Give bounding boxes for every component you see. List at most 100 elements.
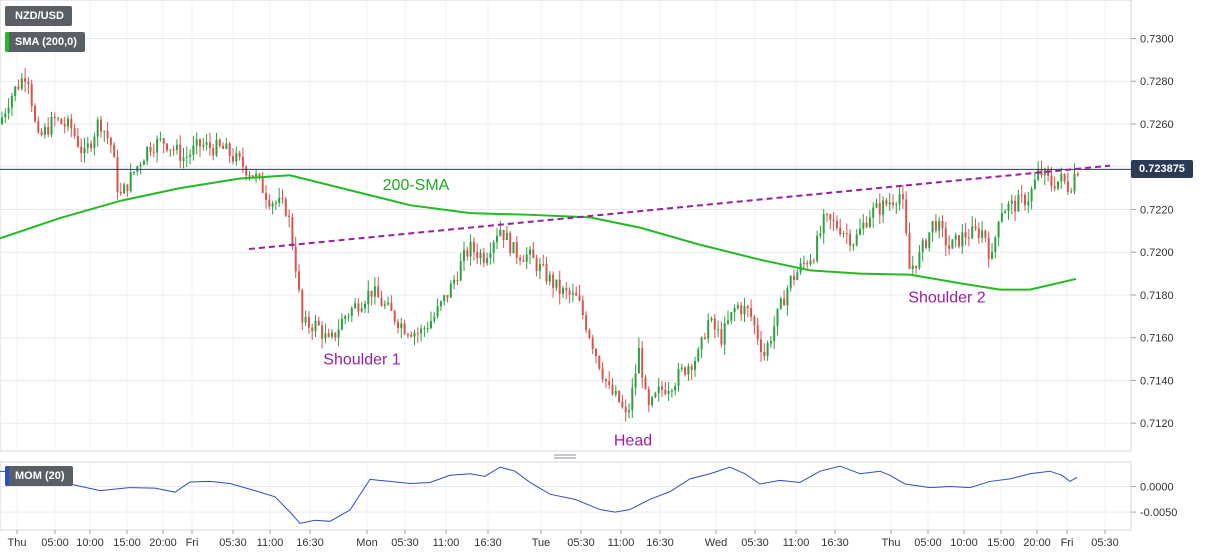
candle-body [921, 240, 924, 252]
price-panel [0, 0, 1132, 452]
candle-body [172, 149, 175, 151]
candle-body [535, 258, 538, 272]
candle-body [34, 106, 36, 122]
x-tick-label: Thu [8, 537, 27, 549]
candle-body [750, 308, 753, 317]
candle-body [261, 176, 264, 194]
x-tick-label: 20:00 [149, 537, 177, 549]
candle-body [694, 361, 696, 370]
candle-body [515, 242, 518, 258]
candle-body [463, 250, 465, 262]
mom-label: MOM (20) [15, 470, 65, 482]
candle-body [842, 233, 845, 235]
candle-body [251, 175, 254, 177]
price-tick-label: 0.7300 [1140, 33, 1174, 45]
candle-body [67, 118, 69, 127]
mom-badge[interactable]: MOM (20) [5, 466, 73, 486]
candle-body [548, 274, 551, 282]
candle-body [588, 330, 591, 338]
x-tick-label: 16:30 [646, 537, 674, 549]
grid-layer [0, 0, 1131, 530]
candle-body [845, 233, 848, 235]
candle-body [195, 139, 198, 146]
candle-body [571, 292, 574, 295]
candle-body [321, 325, 324, 339]
candle-body [370, 290, 373, 297]
candle-body [416, 332, 419, 334]
candle-body [997, 221, 1000, 238]
candle-body [449, 283, 452, 298]
candle-body [657, 386, 660, 394]
candle-body [928, 232, 931, 248]
candle-body [410, 334, 413, 337]
candle-body [93, 136, 96, 148]
candle-body [24, 78, 27, 82]
candle-body [103, 131, 106, 133]
candle-body [1000, 213, 1003, 222]
candle-body [532, 249, 535, 259]
sma-badge[interactable]: SMA (200,0) [5, 32, 85, 52]
candle-body [611, 384, 614, 395]
candle-body [796, 272, 799, 280]
candle-body [4, 113, 7, 118]
candle-body [420, 328, 423, 334]
candle-body [934, 221, 937, 231]
candle-body [677, 368, 680, 387]
candle-body [476, 251, 479, 259]
candle-body [621, 401, 624, 407]
candle-body [294, 246, 297, 272]
candle-body [344, 316, 347, 320]
price-tick-label: 0.7260 [1140, 119, 1174, 131]
candle-body [987, 237, 990, 259]
candle-body [971, 226, 974, 239]
candle-body [885, 200, 888, 205]
mom-swatch [5, 466, 9, 486]
candle-body [119, 191, 122, 194]
candle-body [859, 228, 861, 235]
candle-body [674, 386, 677, 391]
candle-body [915, 265, 918, 269]
candle-body [255, 173, 258, 177]
candle-body [340, 319, 343, 330]
candle-body [1057, 181, 1059, 189]
candle-body [591, 337, 594, 350]
head-annotation: Head [614, 433, 652, 450]
symbol-badge[interactable]: NZD/USD [5, 6, 72, 26]
candle-body [756, 325, 759, 340]
candle-body [512, 242, 515, 254]
candle-body [14, 86, 17, 96]
candle-body [849, 233, 852, 246]
candle-body [90, 143, 93, 148]
current-price-tag: 0.723875 [1131, 160, 1193, 178]
candle-body [710, 318, 713, 321]
candle-body [664, 389, 667, 394]
x-tick-label: Wed [705, 537, 727, 549]
neckline-trendline [248, 164, 1111, 251]
candle-body [199, 139, 201, 147]
candle-body [129, 172, 132, 192]
candle-body [961, 232, 964, 247]
candle-body [489, 253, 492, 259]
candle-body [271, 203, 274, 207]
candle-body [717, 329, 720, 331]
candle-body [439, 301, 442, 307]
candle-body [581, 300, 584, 316]
panel-resize-handle[interactable] [554, 454, 576, 459]
candle-body [53, 116, 56, 119]
candle-body [189, 154, 192, 157]
candle-body [855, 234, 858, 245]
candle-body [159, 138, 162, 140]
candle-body [829, 214, 832, 220]
candle-body [397, 321, 399, 329]
candle-body [552, 274, 555, 288]
candle-body [624, 406, 627, 413]
candle-body [1017, 194, 1020, 212]
x-tick-label: 15:00 [113, 537, 141, 549]
candle-body [941, 220, 944, 229]
x-tick-label: 05:30 [391, 537, 419, 549]
candle-body [760, 339, 762, 352]
candle-body [736, 305, 739, 309]
candle-layer [1, 68, 1079, 422]
candle-body [595, 349, 597, 356]
